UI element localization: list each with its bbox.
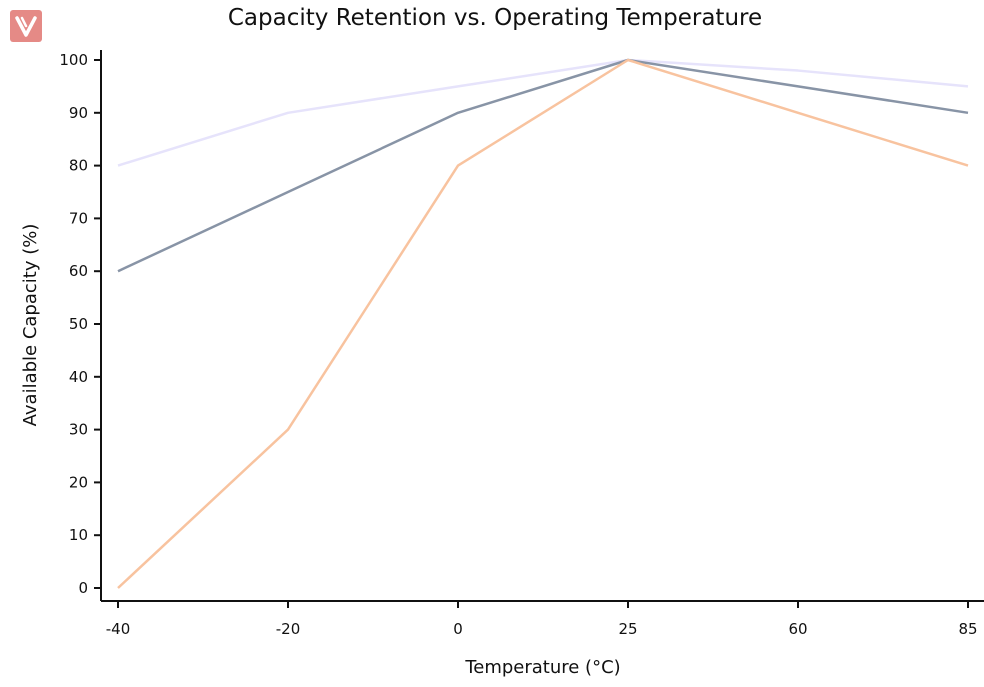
x-tick-label: 60 <box>788 620 807 638</box>
x-tick-label: 85 <box>958 620 977 638</box>
x-axis-ticks: -40 -20 0 25 60 85 <box>106 601 978 638</box>
series-line-1 <box>117 58 969 167</box>
y-tick-label: 0 <box>78 579 88 597</box>
series-line-3 <box>117 58 969 589</box>
x-tick-label: 25 <box>618 620 637 638</box>
y-axis-title: Available Capacity (%) <box>20 224 41 427</box>
x-tick-label: -40 <box>106 620 131 638</box>
y-tick-label: 20 <box>69 473 88 491</box>
x-axis-title: Temperature (°C) <box>464 657 620 678</box>
y-tick-label: 70 <box>69 209 88 227</box>
y-tick-label: 40 <box>69 368 88 386</box>
v-logo-icon <box>10 10 42 42</box>
chart-title: Capacity Retention vs. Operating Tempera… <box>228 5 762 31</box>
y-tick-label: 50 <box>69 315 88 333</box>
y-tick-label: 60 <box>69 262 88 280</box>
y-tick-label: 80 <box>69 157 88 175</box>
series-layer <box>117 58 969 589</box>
y-tick-label: 10 <box>69 526 88 544</box>
series-line-2 <box>117 58 969 273</box>
y-tick-label: 90 <box>69 104 88 122</box>
x-tick-label: 0 <box>453 620 463 638</box>
y-tick-label: 30 <box>69 421 88 439</box>
y-axis-ticks: 0 10 20 30 40 50 60 70 80 90 100 <box>59 51 101 597</box>
y-tick-label: 100 <box>59 51 88 69</box>
x-tick-label: -20 <box>276 620 301 638</box>
